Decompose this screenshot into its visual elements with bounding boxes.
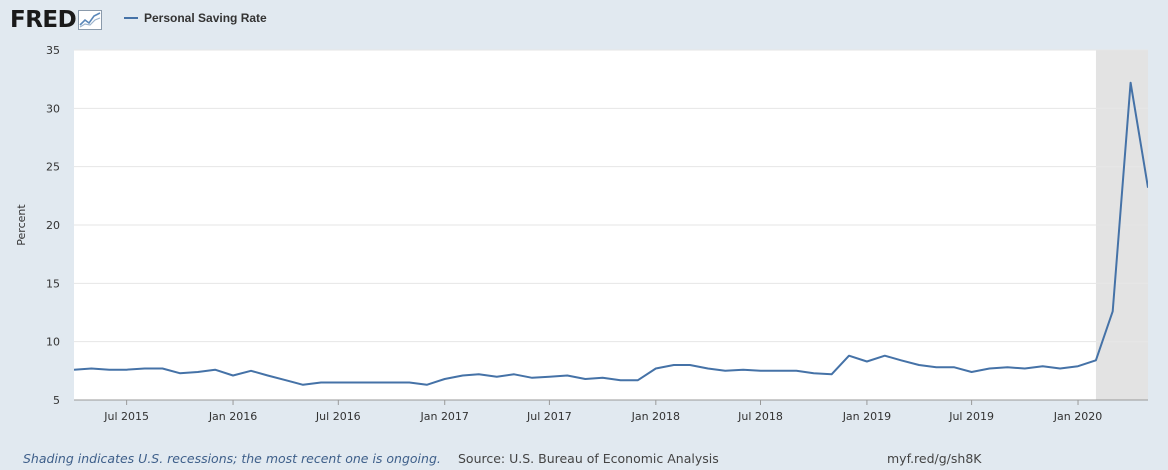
legend[interactable]: Personal Saving Rate	[124, 11, 267, 25]
x-tick-label: Jan 2020	[1053, 410, 1102, 423]
x-tick-label: Jan 2018	[631, 410, 680, 423]
x-tick-label: Jul 2019	[948, 410, 994, 423]
graph-icon	[78, 10, 103, 30]
source-text: Source: U.S. Bureau of Economic Analysis	[458, 451, 719, 466]
series-line[interactable]	[74, 81, 1148, 386]
y-tick-label: 25	[46, 161, 60, 174]
recession-footnote: Shading indicates U.S. recessions; the m…	[23, 451, 441, 466]
legend-label: Personal Saving Rate	[144, 11, 267, 25]
y-tick-label: 35	[46, 44, 60, 57]
y-tick-label: 10	[46, 336, 60, 349]
x-tick-label: Jan 2019	[842, 410, 891, 423]
x-tick-label: Jan 2017	[419, 410, 468, 423]
short-link[interactable]: myf.red/g/sh8K	[887, 451, 982, 466]
x-tick-label: Jul 2017	[526, 410, 572, 423]
y-tick-label: 5	[53, 394, 60, 407]
y-tick-label: 30	[46, 102, 60, 115]
x-tick-label: Jul 2016	[315, 410, 361, 423]
x-tick-label: Jul 2015	[103, 410, 149, 423]
fred-logo[interactable]: FRED	[10, 6, 103, 34]
y-tick-label: 20	[46, 219, 60, 232]
y-axis-title: Percent	[15, 204, 28, 246]
x-tick-label: Jul 2018	[737, 410, 783, 423]
y-tick-label: 15	[46, 277, 60, 290]
chart-header: FRED Personal Saving Rate	[0, 0, 1168, 40]
legend-swatch	[124, 17, 138, 19]
x-tick-label: Jan 2016	[208, 410, 257, 423]
logo-text: FRED	[10, 7, 77, 33]
